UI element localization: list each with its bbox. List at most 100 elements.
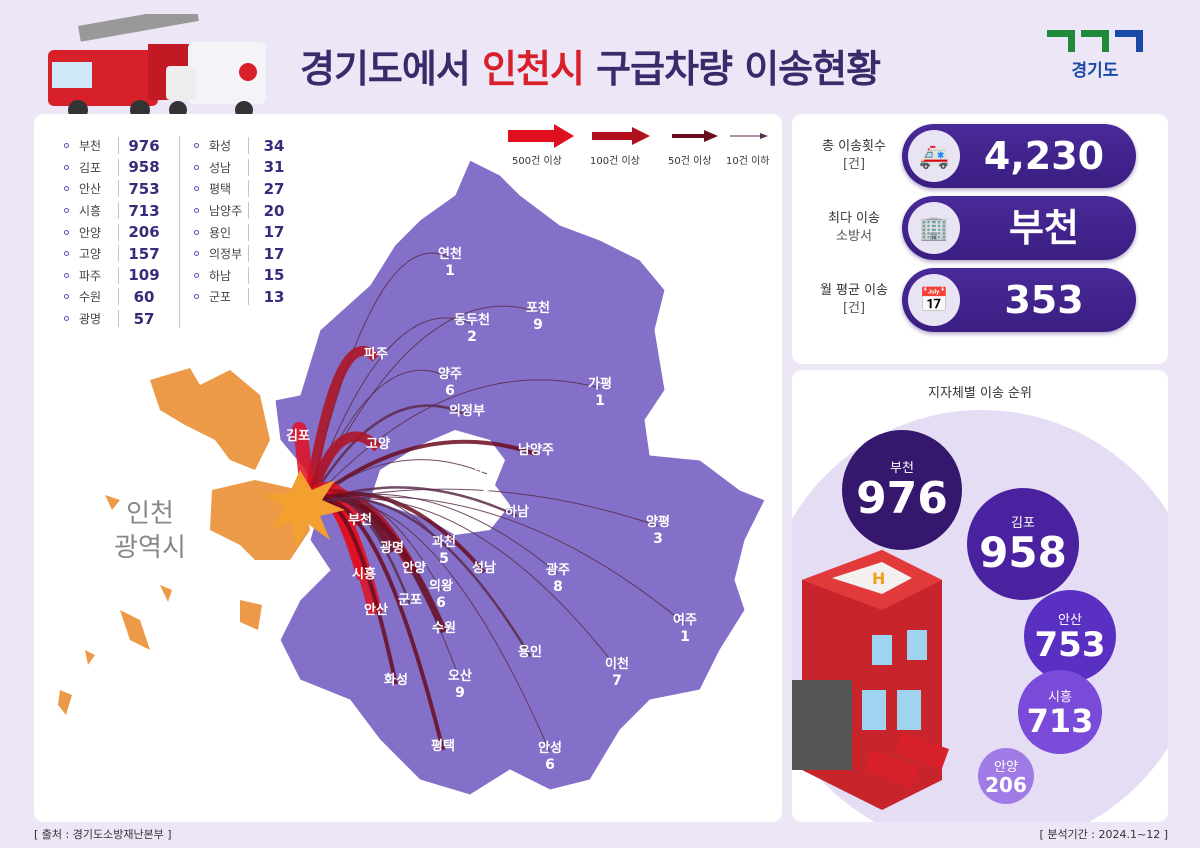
transfer-arrow [303, 431, 382, 507]
source-text: [ 출처 : 경기도소방재난본부 ] [34, 828, 172, 841]
stat-row: 총 이송횟수 [건] 🚑 4,230 [792, 124, 1168, 188]
legend-value: 60 [133, 287, 155, 306]
legend-name: 남양주 [209, 202, 249, 220]
transfer-arrow [306, 498, 445, 751]
region-count: 6 [545, 757, 555, 773]
stat-value: 353 [1004, 278, 1084, 322]
stat-pill: 📅 353 [902, 268, 1136, 332]
legend-item: 시흥 713 [64, 201, 163, 221]
incheon-area [58, 368, 310, 715]
legend-value: 27 [263, 179, 285, 198]
arrow-50-icon [672, 130, 718, 142]
region-label: 광명 [380, 540, 404, 556]
bullet-icon [64, 294, 69, 300]
region-count: 6 [436, 595, 446, 611]
stat-value: 4,230 [983, 134, 1105, 178]
legend-name: 부천 [79, 137, 119, 155]
region-label: 의정부 [449, 403, 485, 419]
arrow-legend-label: 50건 이상 [668, 156, 712, 167]
region-label: 과천 [432, 535, 456, 550]
bullet-icon [194, 164, 199, 170]
legend-name: 화성 [209, 137, 249, 155]
legend-value: 31 [263, 158, 285, 177]
legend-item: 성남 31 [194, 158, 293, 178]
region-label: 구리 [475, 462, 499, 478]
gyeonggi-logo: 경기도 [1045, 30, 1145, 81]
legend-value: 34 [263, 136, 285, 155]
region-label: 성남 [472, 560, 496, 576]
region-label: 의왕 [429, 578, 453, 594]
svg-text:H: H [872, 569, 885, 588]
region-label: 여주 [673, 612, 697, 628]
incheon-label: 광역시 [114, 533, 186, 563]
ranking-bubble: 안산 753 [1024, 590, 1116, 682]
region-label: 안성 [538, 740, 562, 756]
legend-value: 958 [128, 158, 160, 177]
bullet-icon [194, 229, 199, 235]
ranking-name: 시흥 [1048, 689, 1072, 705]
stat-value: 부천 [1009, 206, 1079, 250]
ranking-bubble: 김포 958 [967, 488, 1079, 600]
legend-item: 파주 109 [64, 266, 163, 286]
bullet-icon [64, 143, 69, 149]
region-count: 6 [445, 383, 455, 399]
stat-row: 월 평균 이송 [건] 📅 353 [792, 268, 1168, 332]
ranking-bubble: 시흥 713 [1018, 670, 1102, 754]
region-label: 포천 [526, 301, 550, 316]
legend-item: 의정부 17 [194, 244, 293, 264]
legend-value: 976 [128, 136, 160, 155]
legend-item: 평택 27 [194, 179, 293, 199]
period-text: [ 분석기간 : 2024.1~12 ] [1039, 828, 1168, 841]
legend-value: 13 [263, 287, 285, 306]
legend-item: 용인 17 [194, 222, 293, 242]
legend-value: 15 [263, 266, 285, 285]
bullet-icon [194, 186, 199, 192]
legend-name: 안양 [79, 223, 119, 241]
legend-item: 화성 34 [194, 136, 293, 156]
legend-value: 109 [128, 266, 160, 285]
bullet-icon [64, 186, 69, 192]
legend-item: 안양 206 [64, 222, 163, 242]
arrow-legend-label: 10건 이하 [726, 156, 770, 167]
stat-label: 최다 이송 소방서 [828, 211, 880, 244]
region-label: 동두천 [454, 313, 490, 328]
bullet-icon [64, 251, 69, 257]
region-label: 하남 [505, 504, 529, 520]
region-label: 오산 [448, 668, 472, 684]
region-label: 가평 [588, 376, 612, 392]
legend-name: 고양 [79, 245, 119, 263]
legend-name: 의정부 [209, 245, 249, 263]
ranking-panel: 지자체별 이송 순위 H 부천 976 김포 958 안산 753 시흥 713 안양 206 [792, 370, 1168, 822]
ranking-value: 958 [979, 528, 1067, 578]
region-count: 1 [445, 263, 455, 279]
bullet-icon [64, 272, 69, 278]
arrow-500-icon [508, 124, 574, 148]
bullet-icon [194, 272, 199, 278]
legend-value: 57 [133, 309, 155, 328]
region-label: 수원 [432, 621, 456, 636]
arrow-100-icon [592, 127, 650, 145]
region-label: 군포 [398, 593, 422, 608]
gyeonggi-outline [274, 159, 766, 796]
transfer-arrow [307, 497, 618, 669]
legend-value: 713 [128, 201, 160, 220]
region-label: 부천 [348, 513, 372, 528]
fire-truck-illustration [48, 14, 266, 120]
arrow-10-icon [730, 133, 768, 139]
region-count: 7 [612, 673, 622, 689]
arrow-legend: 500건 이상 100건 이상 50건 이상 10건 이하 [504, 124, 774, 174]
region-label: 연천 [438, 247, 462, 262]
legend-name: 성남 [209, 158, 249, 176]
region-label: 파주 [364, 347, 388, 362]
region-label: 남양주 [518, 442, 554, 458]
legend-name: 수원 [79, 288, 119, 306]
legend-item: 하남 15 [194, 266, 293, 286]
ambulance-icon: 🚑 [908, 130, 960, 182]
legend-item: 광명 57 [64, 309, 163, 329]
region-count: 3 [482, 479, 492, 495]
legend-item: 수원 60 [64, 287, 163, 307]
bullet-icon [64, 164, 69, 170]
region-count: 9 [533, 317, 543, 333]
region-label: 김포 [286, 429, 310, 444]
